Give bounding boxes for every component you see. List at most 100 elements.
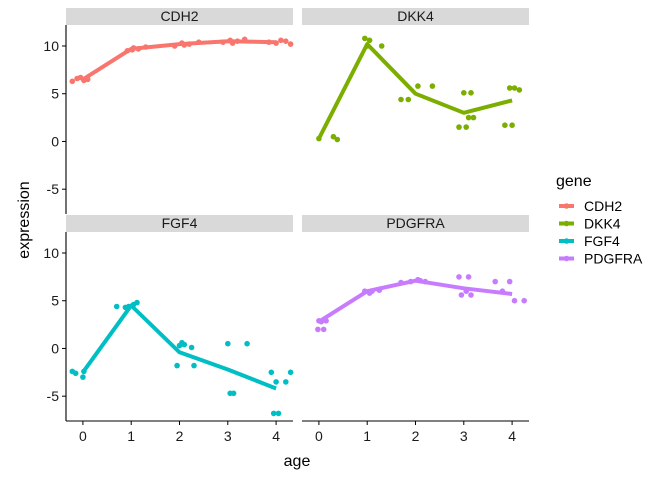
y-tick-label: -5 [47,388,60,404]
data-point-dkk4 [366,37,373,44]
data-point-fgf4 [270,410,277,417]
data-point-fgf4 [268,369,275,376]
data-point-cdh2 [69,78,76,85]
legend-label-pdgfra: PDGFRA [584,251,643,267]
data-point-fgf4 [113,303,120,310]
legend-key-point-fgf4 [563,238,570,244]
data-point-dkk4 [463,124,470,130]
facet-strip-label-cdh2: CDH2 [160,8,198,24]
y-axis-title: expression [16,181,33,258]
facet-strip-dkk4 [302,8,529,25]
data-point-pdgfra [465,274,472,280]
data-point-dkk4 [362,35,368,42]
data-point-dkk4 [456,124,462,130]
facet-dkk4: DKK4 [302,8,529,143]
data-point-pdgfra [521,297,527,304]
y-tick-label: 5 [51,86,59,102]
data-point-fgf4 [273,379,279,385]
data-point-dkk4 [506,85,513,91]
data-point-pdgfra [315,326,321,333]
y-tick-label: -5 [47,181,60,197]
legend-key-point-dkk4 [563,220,570,227]
data-point-dkk4 [468,90,474,96]
data-point-dkk4 [378,43,385,49]
data-point-cdh2 [287,41,294,47]
series-line-pdgfra [317,278,513,324]
series-line-fgf4 [81,303,277,391]
facet-strip-label-pdgfra: PDGFRA [386,215,445,231]
data-point-fgf4 [80,374,86,380]
data-point-pdgfra [320,326,327,333]
legend-item-fgf4: FGF4 [559,233,620,249]
legend-title: gene [556,173,592,190]
data-point-dkk4 [398,96,404,103]
data-point-dkk4 [511,85,518,91]
legend-item-dkk4: DKK4 [559,216,621,232]
facet-fgf4: FGF4 -5 0 5 10 0 1 2 3 4 [43,215,294,444]
data-point-fgf4 [191,362,197,369]
legend-item-cdh2: CDH2 [559,198,622,214]
data-point-fgf4 [181,341,188,348]
x-axis-title: age [284,453,311,470]
data-point-dkk4 [334,136,341,143]
data-point-fgf4 [230,390,237,397]
data-point-fgf4 [174,362,180,369]
facet-pdgfra: PDGFRA 0 1 2 3 4 [302,215,529,444]
data-point-pdgfra [458,292,465,298]
facet-strip-fgf4 [66,215,293,232]
x-tick-label: 3 [224,428,232,444]
data-point-pdgfra [492,278,499,285]
data-point-fgf4 [244,340,250,347]
series-line-dkk4 [317,42,513,140]
data-point-dkk4 [429,83,436,89]
data-point-cdh2 [283,38,289,44]
legend-key-point-cdh2 [563,203,570,209]
data-point-fgf4 [72,370,79,377]
x-tick-label: 4 [508,428,516,444]
data-point-dkk4 [465,114,472,121]
x-tick-label: 1 [127,428,135,444]
x-tick-label: 4 [272,428,280,444]
data-point-dkk4 [330,133,337,140]
legend-label-fgf4: FGF4 [584,233,620,249]
x-tick-label: 3 [460,428,468,444]
data-point-pdgfra [511,297,518,304]
x-tick-label: 2 [412,428,420,444]
data-point-dkk4 [470,114,477,121]
data-point-dkk4 [516,87,523,93]
data-point-pdgfra [468,292,474,298]
data-point-dkk4 [509,122,515,128]
data-point-fgf4 [275,410,282,417]
x-tick-label: 0 [315,428,323,444]
legend-key-point-pdgfra [563,255,570,262]
data-point-fgf4 [283,379,289,385]
data-point-dkk4 [415,83,421,89]
x-tick-label: 1 [363,428,371,444]
facet-strip-pdgfra [302,215,529,232]
data-point-dkk4 [502,122,508,128]
facet-cdh2: CDH2 -5 0 5 10 [43,8,294,214]
facet-strip-cdh2 [66,8,293,25]
y-tick-label: 5 [51,293,59,309]
facet-strip-label-dkk4: DKK4 [397,8,434,24]
y-tick-label: 10 [43,38,59,54]
data-point-fgf4 [287,369,294,376]
legend-label-dkk4: DKK4 [584,216,621,232]
facet-strip-label-fgf4: FGF4 [162,215,198,231]
legend-label-cdh2: CDH2 [584,198,622,214]
data-point-cdh2 [278,37,284,44]
facet-panels: CDH2 -5 0 5 10 DKK4 FGF4 -5 0 5 10 0 1 2 3 4 PDGFRA 0 1 2 3 4 [43,8,529,444]
y-tick-label: 0 [51,133,59,149]
y-tick-label: 0 [51,340,59,356]
data-point-fgf4 [225,340,231,347]
data-point-fgf4 [188,344,195,351]
data-point-pdgfra [456,274,462,280]
data-point-pdgfra [506,278,513,285]
series-line-cdh2 [81,39,277,82]
y-tick-label: 10 [43,245,59,261]
legend-item-pdgfra: PDGFRA [559,251,643,267]
data-point-cdh2 [77,74,84,81]
